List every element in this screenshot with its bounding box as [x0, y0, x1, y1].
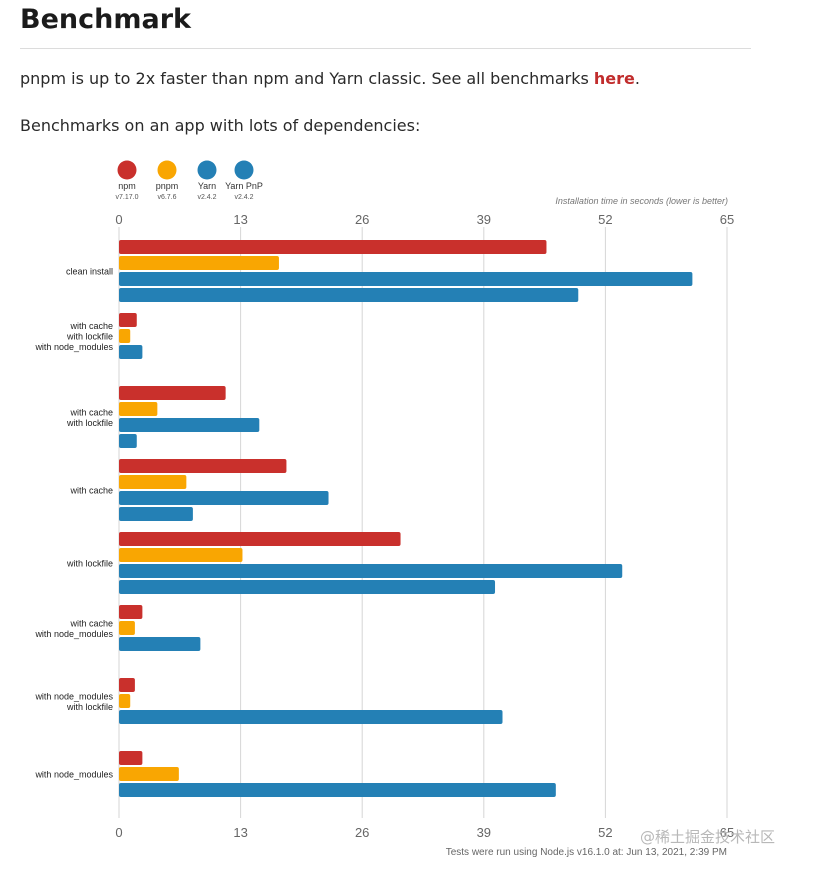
bar-yarn-pnp — [119, 580, 496, 594]
footer-note: Tests were run using Node.js v16.1.0 at:… — [446, 847, 727, 858]
bar-yarn — [119, 345, 143, 359]
title-divider — [20, 48, 751, 49]
category-label: with lockfile — [66, 559, 113, 569]
legend-label: Yarn PnP — [225, 181, 263, 191]
category-label: clean install — [66, 267, 113, 277]
bar-yarn — [119, 710, 503, 724]
bar-pnpm — [119, 402, 158, 416]
category-label: with cache — [69, 618, 113, 628]
x-tick-label-bottom: 52 — [598, 825, 612, 840]
legend-version: v7.17.0 — [116, 194, 139, 201]
legend-label: npm — [118, 181, 136, 191]
bar-npm — [119, 240, 547, 254]
legend-version: v2.4.2 — [234, 194, 253, 201]
legend-swatch — [157, 160, 177, 180]
bar-npm — [119, 313, 137, 327]
category-label: with node_modules — [34, 770, 113, 780]
legend-label: pnpm — [156, 181, 179, 191]
category-label: with lockfile — [66, 332, 113, 342]
bar-yarn — [119, 637, 201, 651]
legend-label: Yarn — [198, 181, 216, 191]
intro-text: pnpm is up to 2x faster than npm and Yar… — [20, 69, 594, 88]
bar-pnpm — [119, 256, 279, 270]
bar-pnpm — [119, 548, 243, 562]
legend-version: v6.7.6 — [157, 194, 176, 201]
x-tick-label-bottom: 39 — [477, 825, 491, 840]
bar-pnpm — [119, 329, 131, 343]
bar-yarn — [119, 272, 693, 286]
bar-yarn — [119, 564, 623, 578]
x-tick-label-top: 0 — [115, 212, 122, 227]
legend-swatch — [234, 160, 254, 180]
x-tick-label-top: 52 — [598, 212, 612, 227]
bar-npm — [119, 532, 401, 546]
bar-yarn-pnp — [119, 288, 579, 302]
bar-pnpm — [119, 767, 179, 781]
bar-pnpm — [119, 694, 131, 708]
bar-yarn — [119, 491, 329, 505]
x-tick-label-bottom: 0 — [115, 825, 122, 840]
legend-version: v2.4.2 — [197, 194, 216, 201]
benchmarks-link[interactable]: here — [593, 69, 635, 88]
x-tick-label-bottom: 26 — [355, 825, 369, 840]
watermark: @稀土掘金技术社区 — [640, 828, 776, 846]
bar-yarn-pnp — [119, 507, 193, 521]
category-label: with node_modules — [34, 342, 113, 352]
intro-paragraph: pnpm is up to 2x faster than npm and Yar… — [20, 69, 640, 88]
bar-npm — [119, 751, 143, 765]
axis-title: Installation time in seconds (lower is b… — [555, 196, 728, 206]
bar-pnpm — [119, 621, 135, 635]
bar-yarn — [119, 418, 260, 432]
bar-npm — [119, 605, 143, 619]
x-tick-label-top: 26 — [355, 212, 369, 227]
bar-npm — [119, 459, 287, 473]
chart-intro: Benchmarks on an app with lots of depend… — [20, 116, 421, 135]
x-tick-label-top: 13 — [233, 212, 247, 227]
category-label: with lockfile — [66, 702, 113, 712]
page-title: Benchmark — [20, 4, 191, 35]
x-tick-label-bottom: 65 — [720, 825, 734, 840]
category-label: with node_modules — [34, 629, 113, 639]
category-label: with node_modules — [34, 691, 113, 701]
bar-yarn — [119, 783, 556, 797]
bar-yarn-pnp — [119, 434, 137, 448]
bar-pnpm — [119, 475, 187, 489]
category-label: with cache — [69, 486, 113, 496]
intro-end: . — [634, 69, 640, 88]
category-label: with cache — [69, 321, 113, 331]
category-label: with lockfile — [66, 418, 113, 428]
x-tick-label-top: 65 — [720, 212, 734, 227]
x-tick-label-bottom: 13 — [233, 825, 247, 840]
legend-swatch — [117, 160, 137, 180]
bar-npm — [119, 678, 135, 692]
bar-npm — [119, 386, 226, 400]
category-label: with cache — [69, 407, 113, 417]
legend-swatch — [197, 160, 217, 180]
x-tick-label-top: 39 — [477, 212, 491, 227]
